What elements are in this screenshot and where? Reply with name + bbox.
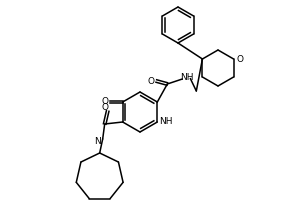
Text: NH: NH bbox=[160, 117, 173, 127]
Text: O: O bbox=[236, 54, 243, 64]
Text: O: O bbox=[101, 98, 108, 106]
Text: O: O bbox=[101, 102, 108, 112]
Text: N: N bbox=[94, 136, 101, 146]
Text: O: O bbox=[148, 76, 155, 86]
Text: NH: NH bbox=[181, 73, 194, 82]
